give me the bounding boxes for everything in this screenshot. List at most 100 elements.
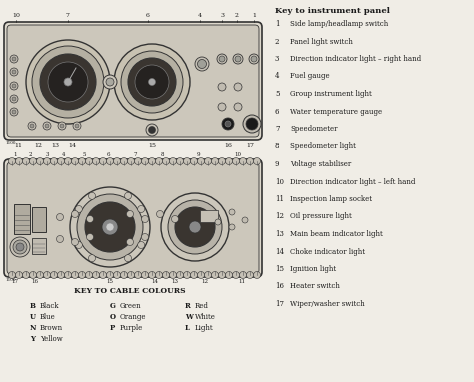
Text: Key to instrument panel: Key to instrument panel: [275, 7, 390, 15]
Text: 13: 13: [172, 279, 179, 284]
Circle shape: [198, 272, 204, 278]
Circle shape: [135, 272, 142, 278]
Circle shape: [120, 272, 128, 278]
Circle shape: [36, 272, 44, 278]
Text: B: B: [30, 302, 36, 310]
Circle shape: [120, 157, 128, 165]
Circle shape: [127, 238, 134, 246]
Circle shape: [204, 157, 211, 165]
Circle shape: [32, 46, 104, 118]
Circle shape: [45, 124, 49, 128]
Text: Black: Black: [40, 302, 60, 310]
Text: 12: 12: [34, 143, 42, 148]
Bar: [200, 210, 218, 222]
Text: 7: 7: [133, 152, 137, 157]
Circle shape: [64, 78, 72, 86]
Circle shape: [113, 157, 120, 165]
Circle shape: [92, 272, 100, 278]
Circle shape: [85, 272, 92, 278]
Circle shape: [137, 206, 145, 212]
Text: G: G: [110, 302, 116, 310]
Text: 11: 11: [275, 195, 284, 203]
Circle shape: [92, 157, 100, 165]
Circle shape: [161, 193, 229, 261]
Circle shape: [198, 60, 207, 68]
Circle shape: [128, 157, 135, 165]
Text: 14: 14: [152, 279, 158, 284]
Circle shape: [73, 122, 81, 130]
Circle shape: [249, 54, 259, 64]
Text: Y: Y: [30, 335, 35, 343]
Circle shape: [9, 157, 16, 165]
Text: O: O: [110, 313, 116, 321]
Text: 1100: 1100: [5, 278, 16, 282]
Text: Side lamp/headlamp switch: Side lamp/headlamp switch: [290, 20, 388, 28]
Text: 11: 11: [14, 143, 22, 148]
Circle shape: [72, 157, 79, 165]
Circle shape: [163, 157, 170, 165]
Circle shape: [89, 255, 95, 262]
Circle shape: [219, 56, 225, 62]
Circle shape: [75, 206, 82, 212]
Circle shape: [243, 115, 261, 133]
Circle shape: [148, 157, 155, 165]
Text: 13: 13: [51, 143, 59, 148]
Circle shape: [211, 272, 219, 278]
Circle shape: [113, 272, 120, 278]
Circle shape: [79, 272, 85, 278]
Text: Red: Red: [195, 302, 209, 310]
Bar: [32, 238, 46, 254]
Text: 9: 9: [196, 152, 200, 157]
Circle shape: [58, 122, 66, 130]
Circle shape: [217, 54, 227, 64]
Text: U: U: [30, 313, 36, 321]
Circle shape: [235, 56, 241, 62]
FancyBboxPatch shape: [4, 22, 262, 140]
Circle shape: [22, 272, 29, 278]
Circle shape: [148, 272, 155, 278]
Text: 8: 8: [160, 152, 164, 157]
Text: 16: 16: [275, 283, 284, 290]
Text: Brown: Brown: [40, 324, 63, 332]
Circle shape: [121, 51, 183, 113]
Circle shape: [137, 241, 145, 249]
Circle shape: [142, 272, 148, 278]
Circle shape: [12, 97, 16, 101]
Circle shape: [57, 157, 64, 165]
Circle shape: [106, 78, 114, 86]
Circle shape: [198, 157, 204, 165]
Circle shape: [64, 272, 72, 278]
Circle shape: [142, 215, 148, 222]
Text: 4: 4: [62, 152, 66, 157]
Text: 3: 3: [275, 55, 279, 63]
Circle shape: [56, 214, 64, 220]
Circle shape: [16, 243, 24, 251]
Bar: [14, 204, 30, 234]
Circle shape: [86, 215, 93, 222]
Circle shape: [79, 157, 85, 165]
Circle shape: [148, 126, 155, 133]
Circle shape: [234, 83, 242, 91]
Circle shape: [56, 235, 64, 243]
Circle shape: [168, 200, 222, 254]
Text: Direction indicator light – left hand: Direction indicator light – left hand: [290, 178, 415, 186]
Circle shape: [246, 157, 254, 165]
Text: 9: 9: [275, 160, 280, 168]
Text: 6: 6: [275, 107, 280, 115]
Circle shape: [106, 223, 114, 231]
Text: 2: 2: [275, 37, 280, 45]
Circle shape: [51, 272, 57, 278]
Text: Orange: Orange: [120, 313, 146, 321]
Circle shape: [226, 157, 233, 165]
Circle shape: [226, 272, 233, 278]
Text: Light: Light: [195, 324, 214, 332]
Circle shape: [218, 83, 226, 91]
Circle shape: [219, 157, 226, 165]
Text: 4: 4: [198, 13, 202, 18]
Circle shape: [60, 124, 64, 128]
Circle shape: [195, 57, 209, 71]
Circle shape: [128, 58, 176, 106]
Text: 2: 2: [235, 13, 239, 18]
Circle shape: [12, 70, 16, 74]
Circle shape: [107, 272, 113, 278]
